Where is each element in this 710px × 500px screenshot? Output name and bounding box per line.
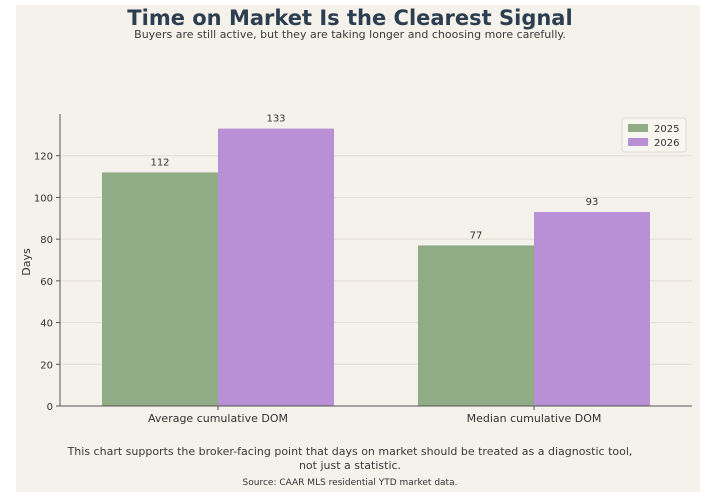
y-ticks: 0 20 40 60 80 100 120 <box>34 152 60 413</box>
data-label: 112 <box>150 157 169 168</box>
y-tick-label: 100 <box>34 193 53 204</box>
bar-2026-median <box>534 212 650 406</box>
legend-label-2026: 2026 <box>654 138 679 149</box>
bars <box>102 128 650 406</box>
legend: 2025 2026 <box>621 117 687 153</box>
axes <box>59 114 692 407</box>
data-label: 133 <box>266 114 285 125</box>
legend-label-2025: 2025 <box>654 124 679 135</box>
chart-title: Time on Market Is the Clearest Signal <box>127 6 573 30</box>
bar-2025-median <box>418 245 534 406</box>
x-ticks: Average cumulative DOM Median cumulative … <box>148 406 601 425</box>
y-tick-label: 40 <box>40 319 53 330</box>
x-tick-label: Average cumulative DOM <box>148 412 288 425</box>
x-tick-label: Median cumulative DOM <box>467 412 602 425</box>
source-note: Source: CAAR MLS residential YTD market … <box>242 478 458 488</box>
bar-2026-average <box>218 128 334 406</box>
legend-swatch-2026 <box>628 138 648 146</box>
data-label: 93 <box>586 197 599 208</box>
data-label: 77 <box>470 230 483 241</box>
data-labels: 112 133 77 93 <box>150 114 598 242</box>
chart-caption: This chart supports the broker-facing po… <box>67 445 633 472</box>
y-tick-label: 80 <box>40 235 53 246</box>
y-tick-label: 60 <box>40 277 53 288</box>
y-tick-label: 0 <box>47 402 53 413</box>
chart-subtitle: Buyers are still active, but they are ta… <box>134 28 566 41</box>
legend-swatch-2025 <box>628 124 648 132</box>
y-tick-label: 20 <box>40 360 53 371</box>
y-axis-label: Days <box>20 248 33 276</box>
y-tick-label: 120 <box>34 152 53 163</box>
bar-2025-average <box>102 172 218 406</box>
